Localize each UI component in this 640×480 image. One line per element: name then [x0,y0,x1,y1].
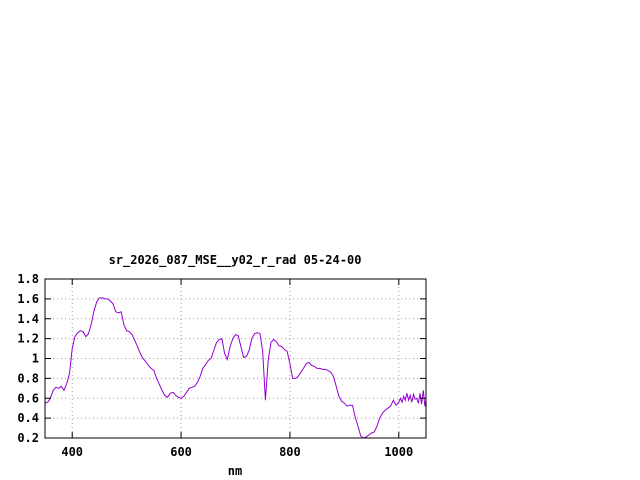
plot-border [44,278,427,439]
x-tick-label: 400 [61,445,83,459]
x-tick-label: 800 [279,445,301,459]
x-tick-label: 1000 [384,445,413,459]
y-tick-label: 1 [32,352,39,366]
grid [45,279,426,438]
axis-ticks: 0.2 0.4 0.6 0.8 1 1.2 1.4 1.6 1.8 400 600 800 1000 [17,272,426,459]
y-tick-label: 0.8 [17,371,39,385]
y-tick-label: 1.2 [17,332,39,346]
data-layer [45,297,426,438]
axes-frame [44,278,427,439]
x-axis-label: nm [228,464,242,478]
y-tick-label: 0.4 [17,411,39,425]
series-line [45,297,426,438]
y-tick-label: 1.6 [17,292,39,306]
chart-title: sr_2026_087_MSE__y02_r_rad 05-24-00 [109,253,362,268]
y-tick-label: 0.2 [17,431,39,445]
y-tick-label: 1.4 [17,312,39,326]
x-tick-label: 600 [170,445,192,459]
y-tick-label: 1.8 [17,272,39,286]
y-tick-label: 0.6 [17,391,39,405]
